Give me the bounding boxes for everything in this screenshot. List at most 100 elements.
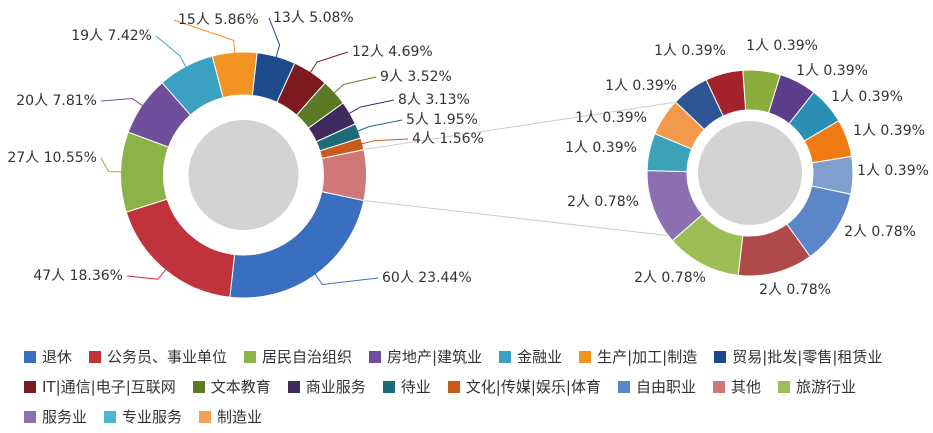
leader-line	[308, 51, 349, 76]
legend-item[interactable]: 服务业	[24, 406, 87, 427]
legend-item[interactable]: 生产|加工|制造	[579, 346, 697, 367]
legend-item[interactable]: 房地产|建筑业	[369, 346, 482, 367]
legend-swatch	[24, 350, 36, 363]
legend-swatch	[199, 410, 212, 423]
legend-item[interactable]: 文本教育	[192, 376, 271, 397]
data-label: 1人 0.39%	[831, 89, 903, 105]
leader-line	[155, 35, 188, 71]
data-label: 47人 18.36%	[33, 268, 123, 284]
legend-label: 自由职业	[635, 378, 696, 396]
data-label: 60人 23.44%	[382, 270, 472, 286]
data-label: 1人 0.39%	[605, 78, 677, 94]
legend-swatch	[499, 350, 512, 363]
data-label: 4人 1.56%	[412, 131, 484, 147]
legend-swatch	[714, 350, 727, 363]
legend-label: 其他	[730, 378, 761, 396]
leader-line	[312, 271, 379, 286]
data-label: 5人 1.95%	[406, 112, 478, 128]
data-label: 15人 5.86%	[178, 12, 259, 28]
data-label: 2人 0.78%	[567, 194, 639, 210]
legend-swatch	[778, 380, 790, 393]
leader-line	[354, 119, 403, 133]
legend-label: 居民自治组织	[262, 348, 353, 366]
center-disk	[188, 120, 299, 230]
legend-item[interactable]: 专业服务	[104, 406, 182, 427]
legend-label: 商业服务	[305, 378, 366, 396]
legend-item[interactable]: 其他	[712, 376, 761, 397]
legend-label: 专业服务	[122, 408, 183, 426]
legend-item[interactable]: 金融业	[499, 346, 562, 367]
legend-item[interactable]: 贸易|批发|零售|租赁业	[714, 346, 882, 367]
leader-line	[173, 19, 236, 57]
legend-swatch	[192, 380, 205, 393]
connector	[363, 200, 681, 238]
data-label: 9人 3.52%	[380, 69, 452, 85]
leader-line	[126, 266, 169, 280]
leader-line	[331, 76, 377, 96]
legend-label: 退休	[42, 348, 73, 366]
leader-line	[100, 98, 146, 109]
legend-item[interactable]: 待业	[382, 376, 431, 397]
legend-item[interactable]: 退休	[24, 346, 72, 367]
legend-label: 公务员、事业单位	[107, 348, 228, 366]
leader-line	[100, 157, 125, 173]
legend-label: 贸易|批发|零售|租赁业	[732, 348, 883, 366]
legend-swatch	[447, 380, 460, 393]
legend-item[interactable]: 商业服务	[287, 376, 366, 397]
legend-item[interactable]: 自由职业	[617, 376, 696, 397]
legend-item[interactable]: 文化|传媒|娱乐|体育	[447, 376, 601, 397]
legend-item[interactable]: 居民自治组织	[244, 346, 352, 367]
data-label: 12人 4.69%	[352, 44, 433, 60]
legend-label: 制造业	[217, 408, 263, 426]
data-label: 2人 0.78%	[844, 224, 916, 240]
legend-label: 服务业	[42, 408, 88, 426]
legend-label: 房地产|建筑业	[387, 348, 483, 366]
leader-line	[268, 17, 281, 61]
legend-swatch	[244, 350, 257, 363]
legend-label: 生产|加工|制造	[597, 348, 698, 366]
data-label: 2人 0.78%	[634, 270, 706, 286]
data-label: 1人 0.39%	[796, 63, 868, 79]
data-label: 20人 7.81%	[16, 93, 97, 109]
data-label: 1人 0.39%	[565, 140, 637, 156]
legend-label: 文本教育	[210, 378, 271, 396]
legend-swatch	[369, 350, 382, 363]
legend-swatch	[579, 350, 592, 363]
data-label: 1人 0.39%	[853, 123, 925, 139]
data-label: 1人 0.39%	[575, 110, 647, 126]
chart: 60人 23.44% 47人 18.36% 27人 10.55% 20人 7.81% 1…	[7, 10, 929, 299]
legend-swatch	[104, 410, 117, 423]
legend-label: 金融业	[517, 348, 563, 366]
legend-item[interactable]: 公务员、事业单位	[89, 346, 227, 367]
data-label: 1人 0.39%	[746, 38, 818, 54]
legend-swatch	[89, 350, 102, 363]
legend-swatch	[24, 380, 36, 393]
leader-line	[346, 99, 395, 116]
slice	[321, 149, 367, 202]
legend-label: IT|通信|电子|互联网	[42, 378, 176, 396]
legend: 退休 公务员、事业单位 居民自治组织 房地产|建筑业 金融业 生产|加工|制造 贸易|批发|…	[24, 346, 929, 427]
center-disk	[698, 121, 802, 225]
legend-item[interactable]: 旅游行业	[778, 376, 856, 397]
legend-item[interactable]: IT|通信|电子|互联网	[24, 376, 176, 397]
data-label: 2人 0.78%	[759, 282, 831, 298]
legend-label: 文化|传媒|娱乐|体育	[465, 378, 601, 396]
legend-label: 旅游行业	[796, 378, 857, 396]
slice	[705, 69, 747, 117]
legend-swatch	[287, 380, 300, 393]
data-label: 1人 0.39%	[654, 43, 726, 59]
legend-swatch	[24, 410, 36, 423]
data-label: 8人 3.13%	[398, 92, 470, 108]
data-label: 1人 0.39%	[857, 163, 929, 179]
legend-swatch	[382, 380, 395, 393]
leader-line	[358, 138, 409, 146]
legend-item[interactable]: 制造业	[199, 406, 262, 427]
connector	[363, 99, 691, 150]
data-label: 13人 5.08%	[273, 10, 354, 26]
data-label: 27人 10.55%	[7, 150, 97, 166]
data-label: 19人 7.42%	[71, 28, 152, 44]
legend-label: 待业	[400, 378, 431, 396]
legend-swatch	[712, 380, 725, 393]
legend-swatch	[617, 380, 630, 393]
